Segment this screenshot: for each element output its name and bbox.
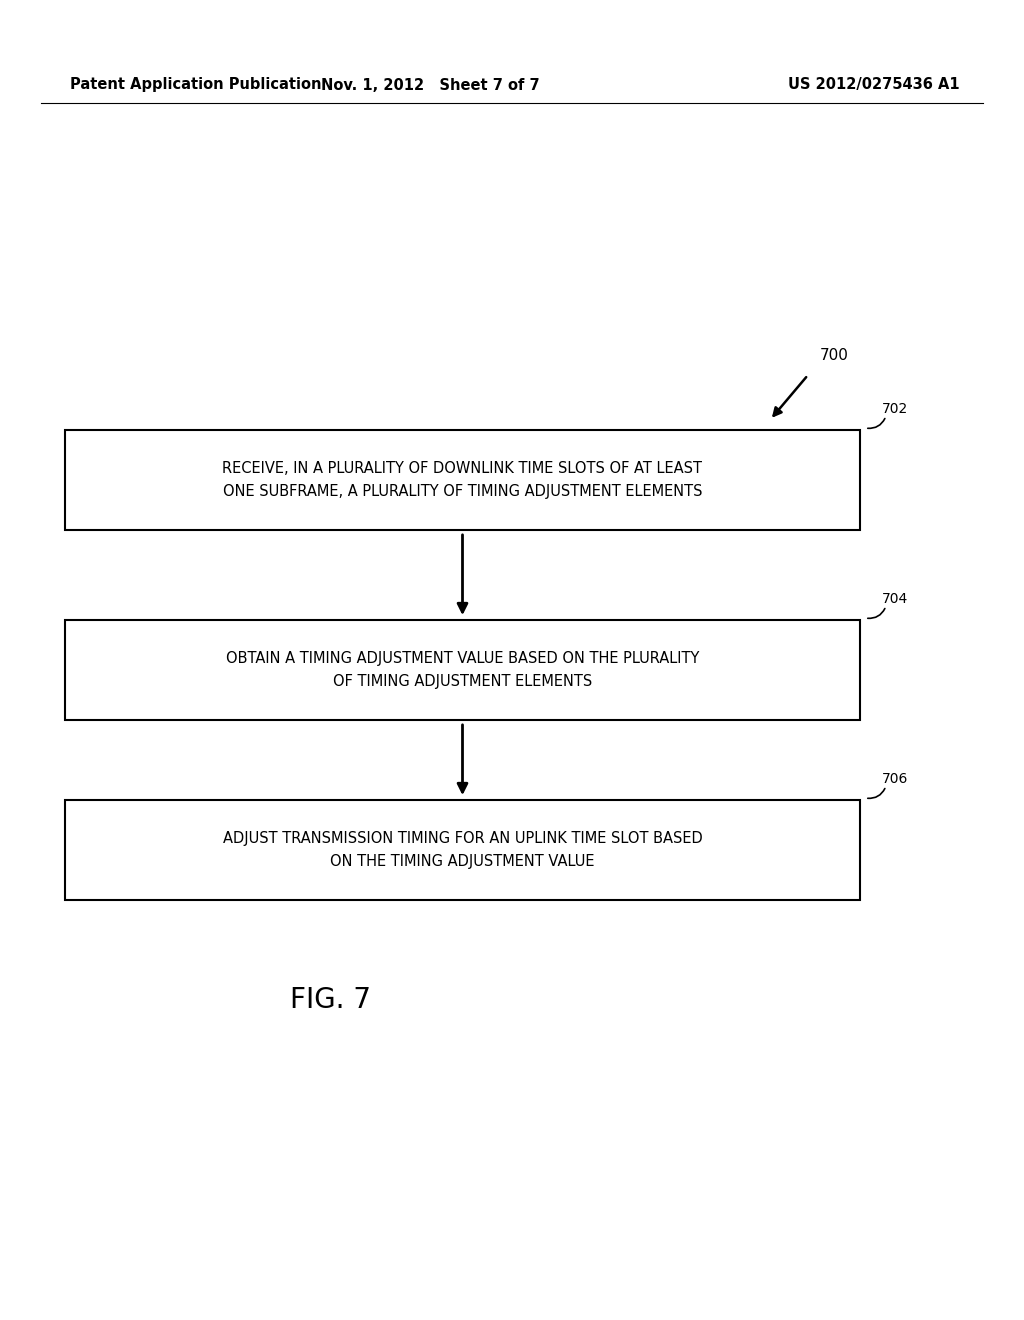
Text: OBTAIN A TIMING ADJUSTMENT VALUE BASED ON THE PLURALITY
OF TIMING ADJUSTMENT ELE: OBTAIN A TIMING ADJUSTMENT VALUE BASED O…	[226, 651, 699, 689]
Bar	[65, 620, 860, 719]
Text: Patent Application Publication: Patent Application Publication	[70, 78, 322, 92]
Text: RECEIVE, IN A PLURALITY OF DOWNLINK TIME SLOTS OF AT LEAST
ONE SUBFRAME, A PLURA: RECEIVE, IN A PLURALITY OF DOWNLINK TIME…	[222, 462, 702, 499]
Text: Nov. 1, 2012   Sheet 7 of 7: Nov. 1, 2012 Sheet 7 of 7	[321, 78, 540, 92]
Text: FIG. 7: FIG. 7	[290, 986, 371, 1014]
Text: 704: 704	[882, 591, 908, 606]
Bar	[65, 430, 860, 531]
Text: 700: 700	[820, 347, 849, 363]
Text: 706: 706	[882, 772, 908, 785]
Bar	[65, 800, 860, 900]
Text: ADJUST TRANSMISSION TIMING FOR AN UPLINK TIME SLOT BASED
ON THE TIMING ADJUSTMEN: ADJUST TRANSMISSION TIMING FOR AN UPLINK…	[222, 832, 702, 869]
Text: US 2012/0275436 A1: US 2012/0275436 A1	[788, 78, 961, 92]
Text: 702: 702	[882, 403, 908, 416]
